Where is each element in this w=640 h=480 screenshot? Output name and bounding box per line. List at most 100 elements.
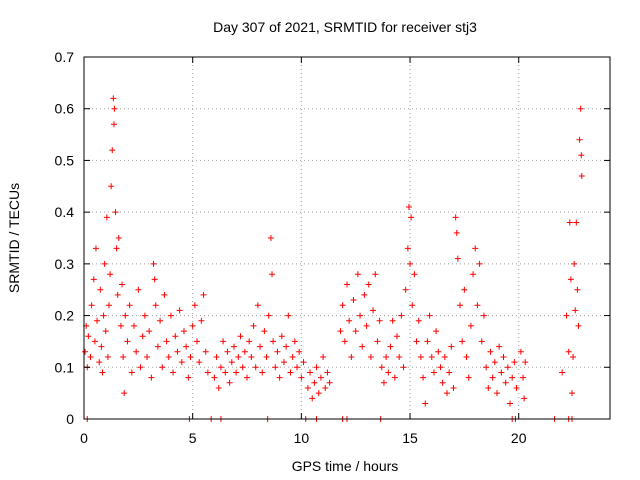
data-point: [441, 353, 448, 360]
data-point: [222, 369, 229, 376]
data-point: [152, 302, 159, 309]
data-point: [437, 364, 444, 371]
data-point: [117, 322, 124, 329]
data-point: [265, 312, 272, 319]
data-point: [568, 390, 575, 397]
data-point: [107, 271, 114, 278]
data-point: [91, 338, 98, 345]
data-point: [450, 384, 457, 391]
data-point: [428, 353, 435, 360]
data-point: [252, 364, 259, 371]
data-point: [354, 271, 361, 278]
data-point: [130, 322, 137, 329]
data-point: [430, 369, 437, 376]
data-point: [220, 338, 227, 345]
data-point: [574, 286, 581, 293]
data-point: [446, 369, 453, 376]
data-point: [470, 271, 477, 278]
data-point: [504, 364, 511, 371]
y-tick-label: 0.4: [55, 204, 75, 220]
data-point: [405, 203, 412, 210]
plot-frame: [83, 56, 611, 420]
data-point: [196, 359, 203, 366]
data-point: [137, 364, 144, 371]
data-point: [339, 302, 346, 309]
data-point: [82, 348, 89, 355]
y-tick-label: 0.7: [55, 49, 75, 65]
y-tick-label: 0.1: [55, 359, 75, 375]
data-point: [361, 291, 368, 298]
data-point: [380, 379, 387, 386]
data-point: [96, 359, 103, 366]
data-point: [213, 353, 220, 360]
data-point: [154, 343, 161, 350]
data-point: [135, 286, 142, 293]
data-point: [413, 338, 420, 345]
x-tick-labels: 0 5 10 15 20: [80, 430, 527, 446]
data-point: [100, 312, 107, 319]
data-point: [159, 364, 166, 371]
data-point: [443, 390, 450, 397]
data-point: [344, 281, 350, 288]
data-point: [87, 353, 94, 360]
data-point: [570, 353, 577, 360]
data-point: [448, 343, 455, 350]
data-point: [163, 338, 170, 345]
data-point: [226, 379, 233, 386]
data-point: [254, 302, 261, 309]
data-point: [393, 333, 400, 340]
data-point: [454, 255, 461, 262]
data-point: [566, 219, 573, 226]
data-point: [150, 260, 157, 267]
data-point: [478, 338, 485, 345]
data-point: [139, 333, 146, 340]
data-point: [176, 307, 183, 314]
data-point: [272, 364, 279, 371]
data-point: [474, 302, 481, 309]
data-point: [108, 183, 115, 190]
y-tick-label: 0.2: [55, 308, 75, 324]
data-point: [317, 374, 324, 381]
y-axis-title: SRMTID / TECUs: [6, 183, 22, 293]
data-point: [257, 343, 264, 350]
data-point: [372, 271, 379, 278]
data-point: [191, 302, 198, 309]
data-point: [463, 353, 470, 360]
data-point: [124, 338, 131, 345]
data-point: [194, 338, 201, 345]
data-point: [278, 333, 285, 340]
data-point: [121, 390, 128, 397]
data-point: [400, 364, 407, 371]
data-point: [350, 297, 357, 304]
x-tick-label: 20: [511, 430, 527, 446]
data-point: [500, 353, 507, 360]
data-point: [298, 374, 305, 381]
axis-ticks: [83, 56, 610, 420]
data-point: [578, 172, 585, 179]
data-point: [287, 369, 294, 376]
data-point: [113, 245, 120, 252]
data-point: [575, 322, 582, 329]
data-point: [511, 359, 518, 366]
data-point: [496, 343, 503, 350]
data-point: [578, 152, 585, 159]
data-point: [307, 369, 314, 376]
data-point: [341, 338, 348, 345]
data-point: [98, 343, 105, 350]
data-point: [513, 384, 520, 391]
x-tick-label: 10: [294, 430, 310, 446]
data-point: [408, 214, 415, 221]
data-point: [283, 343, 290, 350]
data-point: [267, 235, 274, 241]
data-point: [424, 338, 431, 345]
data-point: [348, 353, 355, 360]
data-point: [452, 214, 459, 221]
data-point: [237, 333, 244, 340]
data-point: [315, 390, 322, 397]
data-point: [453, 229, 460, 236]
data-point: [571, 260, 578, 267]
data-point: [246, 338, 253, 345]
data-point: [435, 348, 442, 355]
data-point: [396, 353, 403, 360]
data-point: [291, 338, 298, 345]
